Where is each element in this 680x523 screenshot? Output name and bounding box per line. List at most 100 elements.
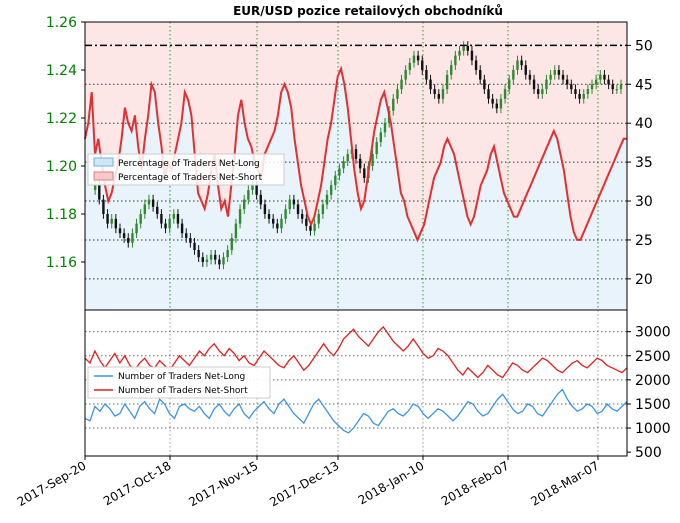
candle-body (408, 62, 412, 70)
candle-body (383, 122, 387, 133)
top-legend: Percentage of Traders Net-Long Percentag… (87, 153, 285, 186)
candle-body (106, 214, 109, 224)
count-tick-label: 2000 (635, 373, 671, 389)
candle-body (114, 218, 118, 229)
candle-body (615, 89, 619, 91)
candle-body (392, 98, 395, 111)
legend-short-count-label: Number of Traders Net-Short (118, 386, 248, 396)
bottom-legend-box (87, 366, 271, 399)
candle-body (524, 65, 527, 75)
percent-tick-label: 30 (635, 194, 653, 210)
candle-body (557, 70, 561, 75)
candle-body (561, 74, 565, 80)
candle-body (317, 214, 320, 224)
price-tick-label: 1.24 (46, 63, 77, 79)
candle-body (499, 98, 503, 109)
candle-body (325, 194, 329, 205)
candle-body (131, 233, 134, 243)
candle-body (541, 89, 544, 94)
candle-body (127, 238, 130, 243)
date-tick-label: 2017-Sep-20 (15, 458, 89, 509)
candle-body (305, 218, 308, 226)
candle-body (334, 175, 337, 186)
candle-body (441, 89, 445, 99)
legend-net-long-label: Percentage of Traders Net-Long (118, 159, 260, 169)
legend-net-long-swatch (93, 157, 114, 167)
candle-body (429, 79, 432, 90)
candle-body (462, 46, 465, 51)
candle-body (574, 89, 577, 94)
candle-body (396, 89, 399, 99)
date-tick-label: 2018-Mar-07 (528, 458, 601, 508)
candle-body (342, 161, 345, 169)
candle-body (276, 223, 279, 229)
candle-body (520, 60, 523, 66)
candle-body (280, 218, 283, 229)
candle-body (532, 79, 536, 90)
candle-body (205, 259, 209, 262)
net-long-count-line (84, 388, 628, 434)
candle-body (512, 70, 515, 80)
candle-body (143, 204, 147, 214)
legend-net-short-swatch (93, 171, 114, 181)
candle-body (491, 98, 494, 104)
net-short-percentage-line (84, 65, 627, 243)
candle-body (247, 190, 250, 200)
candle-body (375, 142, 378, 154)
percent-axis: 20 25 30 35 40 45 50 (627, 38, 653, 288)
candle-body (172, 214, 176, 219)
candle-body (404, 70, 407, 80)
candle-body (271, 218, 275, 224)
bottom-legend: Number of Traders Net-Long Number of Tra… (87, 366, 271, 399)
candle-body (619, 84, 623, 90)
candle-body (118, 228, 122, 234)
candle-body (230, 238, 233, 250)
candle-body (222, 257, 225, 265)
candle-body (479, 70, 482, 80)
candle-body (508, 79, 511, 90)
candle-body (263, 204, 267, 214)
candle-body (243, 199, 246, 210)
candle-body (363, 168, 366, 178)
candle-body (553, 70, 556, 75)
candle-body (454, 55, 457, 66)
price-tick-label: 1.22 (46, 111, 77, 127)
candle-body (209, 254, 213, 260)
candle-body (197, 250, 200, 258)
candle-body (218, 259, 221, 265)
candle-body (296, 204, 300, 214)
candle-body (135, 223, 138, 234)
candle-body (102, 199, 105, 214)
legend-long-count-label: Number of Traders Net-Long (118, 372, 245, 382)
candle-body (309, 226, 312, 231)
candle-body (321, 204, 325, 214)
candle-body (329, 185, 333, 195)
date-tick-label: 2017-Nov-15 (186, 458, 260, 509)
candle-body (313, 223, 316, 231)
candle-body (590, 84, 594, 90)
candle-body (565, 79, 569, 85)
legend-net-short-label: Percentage of Traders Net-Short (118, 173, 263, 183)
count-tick-label: 2500 (635, 349, 671, 365)
candle-body (582, 94, 585, 99)
count-tick-label: 500 (635, 445, 662, 461)
candle-body (603, 74, 606, 80)
chart-title: EUR/USD pozice retailových obchodníků (233, 4, 503, 18)
candle-body (545, 79, 548, 90)
candle-body (139, 214, 142, 224)
count-tick-label: 3000 (635, 325, 671, 341)
candle-body (586, 89, 590, 94)
candle-body (495, 103, 498, 109)
candle-body (466, 46, 469, 51)
candle-body (346, 154, 349, 162)
candle-body (445, 74, 449, 90)
candle-body (193, 242, 196, 250)
count-tick-label: 1500 (635, 397, 671, 413)
candle-body (284, 209, 287, 219)
candle-body (549, 74, 552, 80)
candle-body (234, 223, 238, 238)
candle-body (180, 223, 184, 234)
candle-body (599, 74, 602, 80)
candle-body (238, 209, 242, 224)
percent-tick-label: 50 (635, 38, 653, 54)
